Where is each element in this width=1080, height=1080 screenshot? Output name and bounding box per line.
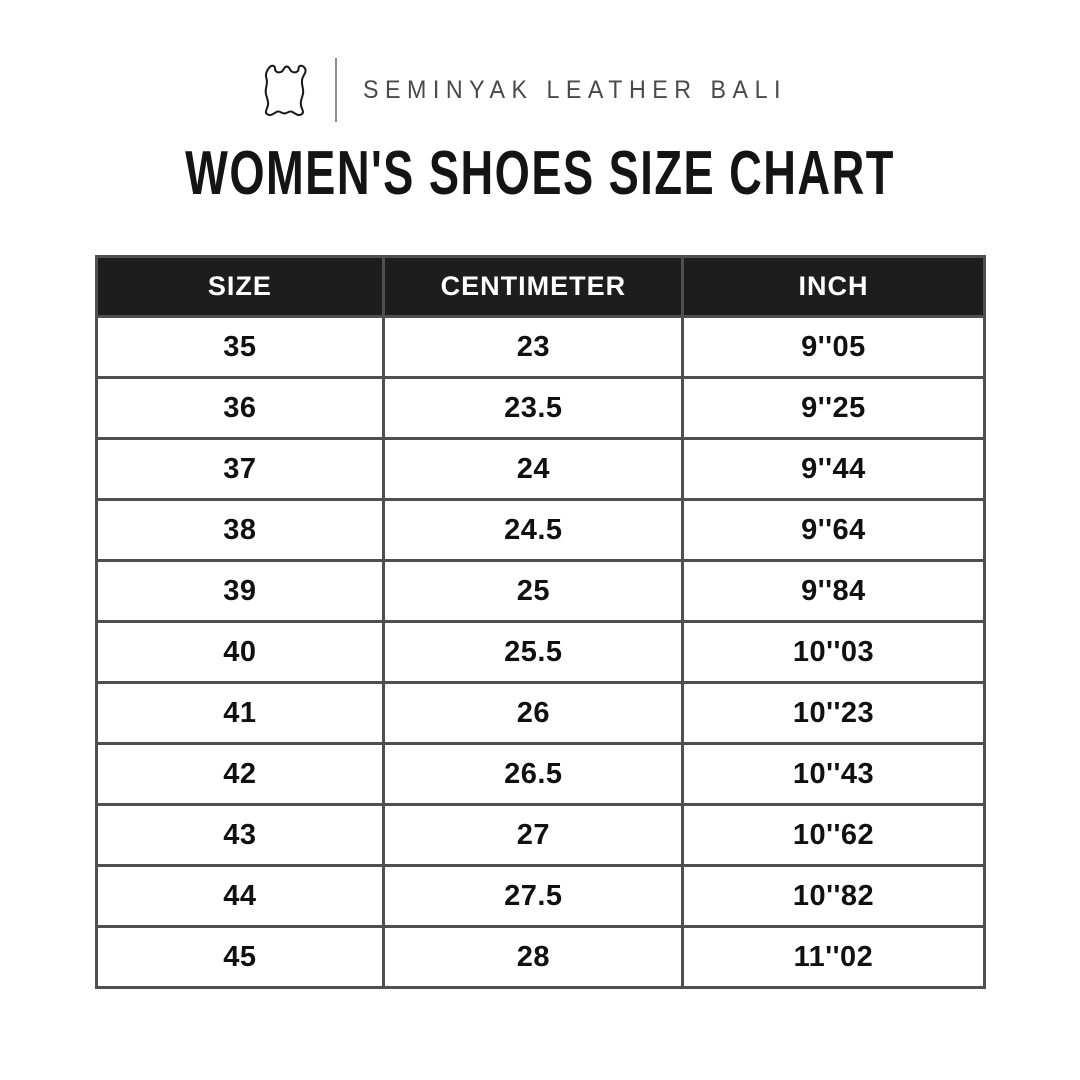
size-cell: 37 xyxy=(94,437,386,501)
inch-cell: 9''44 xyxy=(681,437,986,501)
page-title: WOMEN'S SHOES SIZE CHART xyxy=(185,139,895,208)
centimeter-cell: 23 xyxy=(382,315,685,379)
inch-cell: 11''02 xyxy=(681,925,986,989)
size-cell: 36 xyxy=(94,376,386,440)
size-cell: 41 xyxy=(94,681,386,745)
centimeter-cell: 26 xyxy=(382,681,685,745)
brand-divider xyxy=(335,58,338,122)
centimeter-cell: 28 xyxy=(382,925,685,989)
centimeter-cell: 25 xyxy=(382,559,685,623)
column-header-centimeter: CENTIMETER xyxy=(382,255,685,318)
centimeter-cell: 26.5 xyxy=(382,742,685,806)
size-cell: 42 xyxy=(94,742,386,806)
size-cell: 39 xyxy=(94,559,386,623)
table-row: 37 24 9''44 xyxy=(94,437,986,501)
centimeter-cell: 24 xyxy=(382,437,685,501)
size-table: SIZE CENTIMETER INCH 35 23 9''05 36 23.5 9''2… xyxy=(94,255,986,989)
inch-cell: 10''03 xyxy=(681,620,986,684)
table-row: 44 27.5 10''82 xyxy=(94,864,986,928)
size-cell: 35 xyxy=(94,315,386,379)
table-row: 36 23.5 9''25 xyxy=(94,376,986,440)
inch-cell: 10''62 xyxy=(681,803,986,867)
inch-cell: 9''84 xyxy=(681,559,986,623)
centimeter-cell: 27.5 xyxy=(382,864,685,928)
size-cell: 44 xyxy=(94,864,386,928)
table-header-row: SIZE CENTIMETER INCH xyxy=(94,255,986,318)
column-header-inch: INCH xyxy=(681,255,986,318)
table-row: 35 23 9''05 xyxy=(94,315,986,379)
brand-header: SEMINYAK LEATHER BALI xyxy=(0,0,1080,128)
size-cell: 45 xyxy=(94,925,386,989)
centimeter-cell: 24.5 xyxy=(382,498,685,562)
size-cell: 43 xyxy=(94,803,386,867)
brand-name: SEMINYAK LEATHER BALI xyxy=(363,75,788,104)
table-row: 40 25.5 10''03 xyxy=(94,620,986,684)
table-row: 39 25 9''84 xyxy=(94,559,986,623)
leather-hide-icon xyxy=(261,59,311,121)
table-row: 41 26 10''23 xyxy=(94,681,986,745)
size-table-body: 35 23 9''05 36 23.5 9''25 37 24 9''44 38 24.5 9''64… xyxy=(94,315,986,989)
inch-cell: 10''23 xyxy=(681,681,986,745)
table-row: 42 26.5 10''43 xyxy=(94,742,986,806)
table-row: 43 27 10''62 xyxy=(94,803,986,867)
inch-cell: 10''82 xyxy=(681,864,986,928)
size-cell: 38 xyxy=(94,498,386,562)
centimeter-cell: 25.5 xyxy=(382,620,685,684)
column-header-size: SIZE xyxy=(94,255,386,318)
size-cell: 40 xyxy=(94,620,386,684)
centimeter-cell: 27 xyxy=(382,803,685,867)
table-row: 38 24.5 9''64 xyxy=(94,498,986,562)
size-table-container: SIZE CENTIMETER INCH 35 23 9''05 36 23.5 9''2… xyxy=(0,255,1080,989)
inch-cell: 9''05 xyxy=(681,315,986,379)
table-row: 45 28 11''02 xyxy=(94,925,986,989)
inch-cell: 10''43 xyxy=(681,742,986,806)
inch-cell: 9''25 xyxy=(681,376,986,440)
inch-cell: 9''64 xyxy=(681,498,986,562)
centimeter-cell: 23.5 xyxy=(382,376,685,440)
